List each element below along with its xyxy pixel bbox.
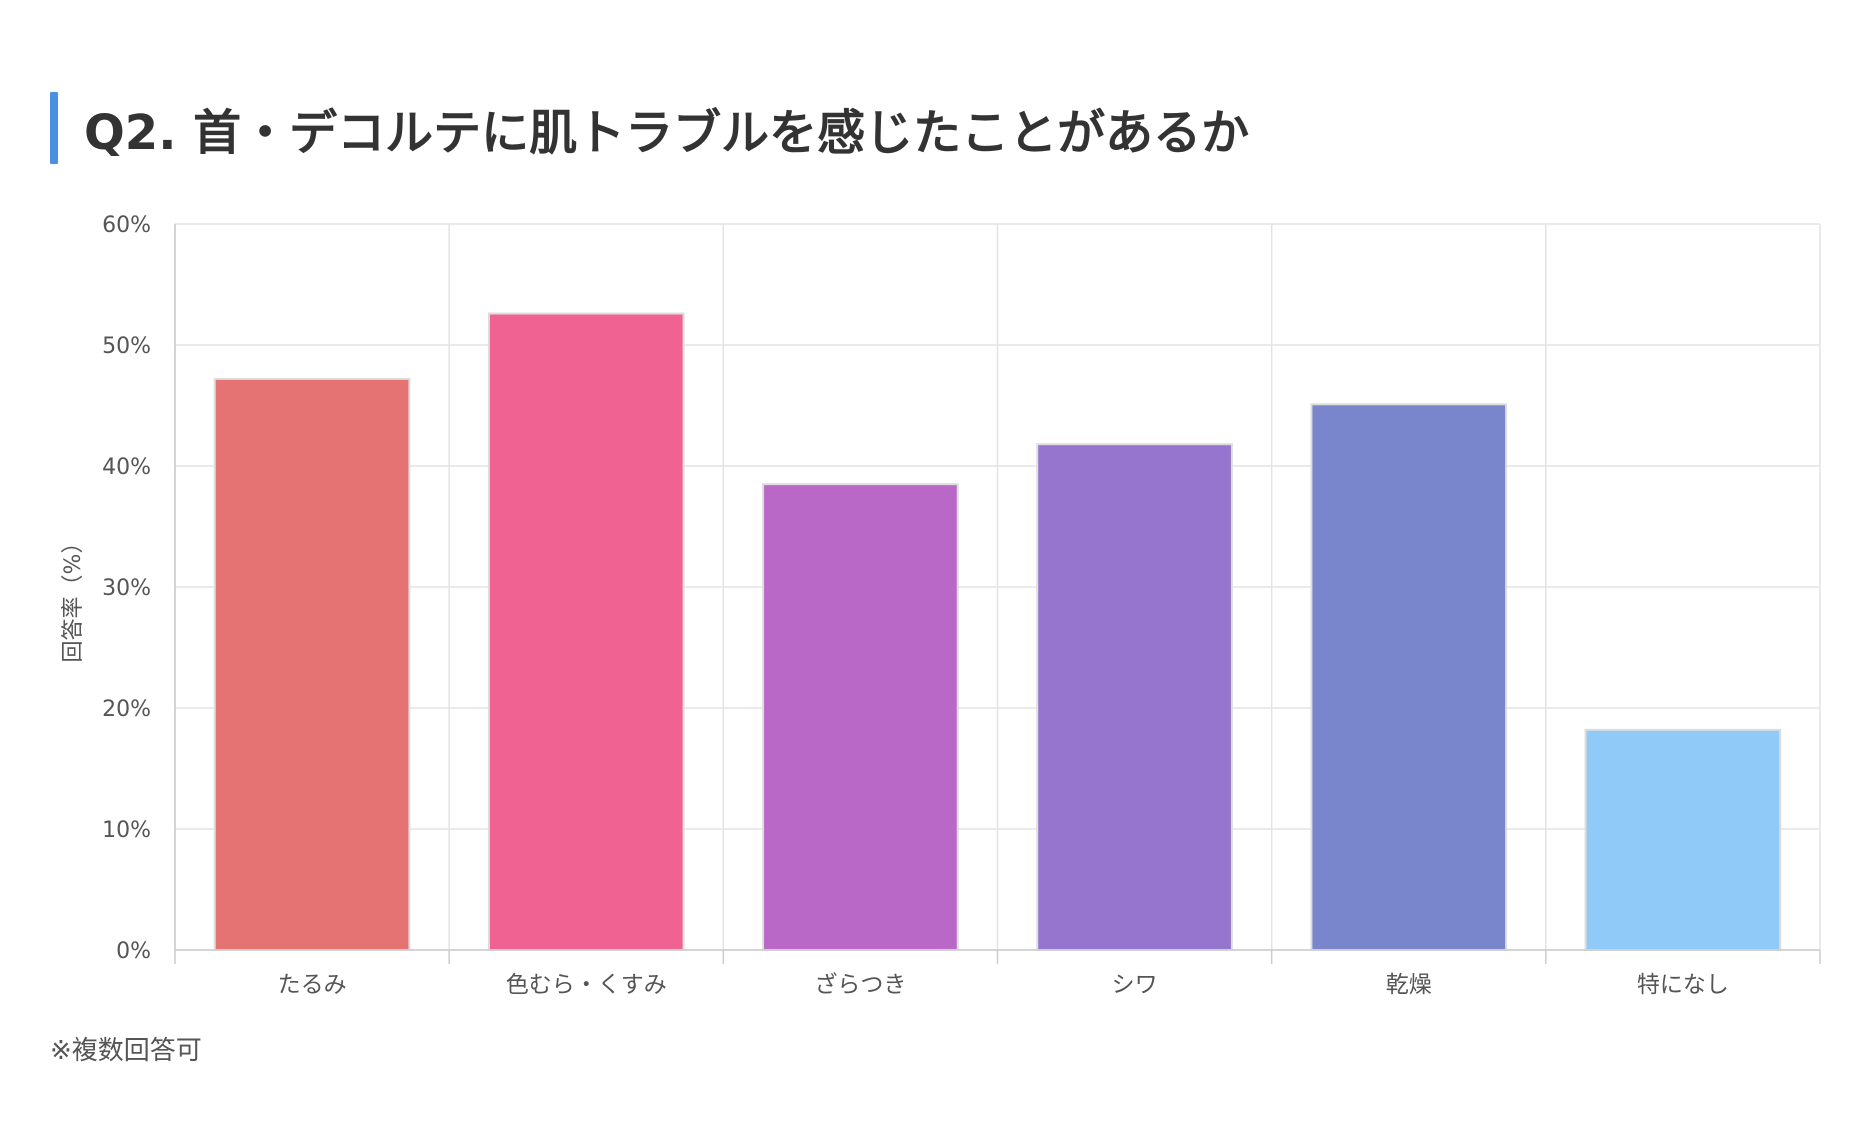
bar-4 (1036, 443, 1233, 951)
axis-layer (174, 224, 1821, 964)
bar-6 (1584, 728, 1782, 952)
title-accent-bar (50, 92, 58, 164)
y-tick-label: 0% (116, 939, 151, 964)
y-tick-label: 30% (102, 576, 151, 601)
bar-1 (213, 377, 411, 951)
x-tick-label: たるみ (278, 972, 347, 998)
y-tick-label: 20% (102, 697, 151, 722)
chart-title-block: Q2. 首・デコルテに肌トラブルを感じたことがあるか (50, 92, 1249, 164)
bar-2 (487, 312, 685, 952)
bar-5 (1310, 403, 1508, 952)
x-tick-label: シワ (1112, 972, 1158, 998)
x-tick-label: 乾燥 (1386, 972, 1432, 998)
chart-title: Q2. 首・デコルテに肌トラブルを感じたことがあるか (84, 105, 1250, 161)
label-layer: 0% 10% 20% 30% 40% 50% 60% たるみ 色むら・くすみ ざらつき シワ 乾燥 特に… (61, 213, 1729, 998)
bar-layer (213, 312, 1782, 952)
grid-layer (174, 223, 1821, 951)
y-tick-label: 10% (102, 818, 151, 843)
y-tick-label: 40% (102, 455, 151, 480)
x-tick-label: 特になし (1637, 972, 1729, 998)
y-tick-label: 60% (102, 213, 151, 238)
x-tick-label: 色むら・くすみ (506, 972, 667, 998)
y-axis-title: 回答率（%） (61, 532, 86, 663)
footnote: ※複数回答可 (50, 1036, 202, 1066)
y-tick-label: 50% (102, 334, 151, 359)
bar-3 (762, 483, 959, 951)
x-tick-label: ざらつき (814, 971, 906, 998)
